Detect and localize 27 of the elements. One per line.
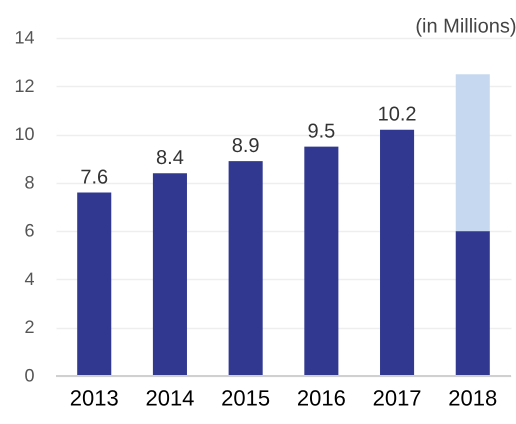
bar bbox=[456, 231, 490, 376]
bar bbox=[380, 130, 414, 376]
data-label: 9.5 bbox=[307, 120, 336, 143]
y-tick-label: 14 bbox=[14, 28, 34, 48]
bar bbox=[152, 173, 187, 376]
bar bbox=[456, 74, 490, 232]
data-label: 7.6 bbox=[80, 166, 108, 189]
data-label: 10.2 bbox=[378, 104, 417, 126]
y-tick-label: 0 bbox=[24, 366, 34, 386]
y-tick-label: 6 bbox=[24, 220, 34, 241]
x-tick-label: 2017 bbox=[372, 386, 422, 410]
x-tick-label: 2018 bbox=[448, 386, 498, 410]
data-label: 8.9 bbox=[232, 135, 260, 158]
bar bbox=[77, 192, 112, 376]
y-tick-label: 12 bbox=[14, 76, 34, 96]
bar bbox=[228, 161, 263, 376]
y-axis-title: (in Millions) bbox=[415, 16, 516, 38]
y-tick-label: 2 bbox=[24, 317, 34, 338]
y-tick-label: 8 bbox=[24, 172, 34, 192]
x-tick-label: 2013 bbox=[70, 386, 119, 410]
x-tick-label: 2016 bbox=[296, 386, 346, 410]
x-tick-label: 2014 bbox=[145, 386, 194, 410]
y-tick-label: 10 bbox=[14, 124, 34, 144]
bar bbox=[304, 146, 338, 376]
data-label: 8.4 bbox=[156, 147, 184, 170]
y-tick-label: 4 bbox=[24, 268, 34, 289]
x-tick-label: 2015 bbox=[221, 386, 270, 410]
